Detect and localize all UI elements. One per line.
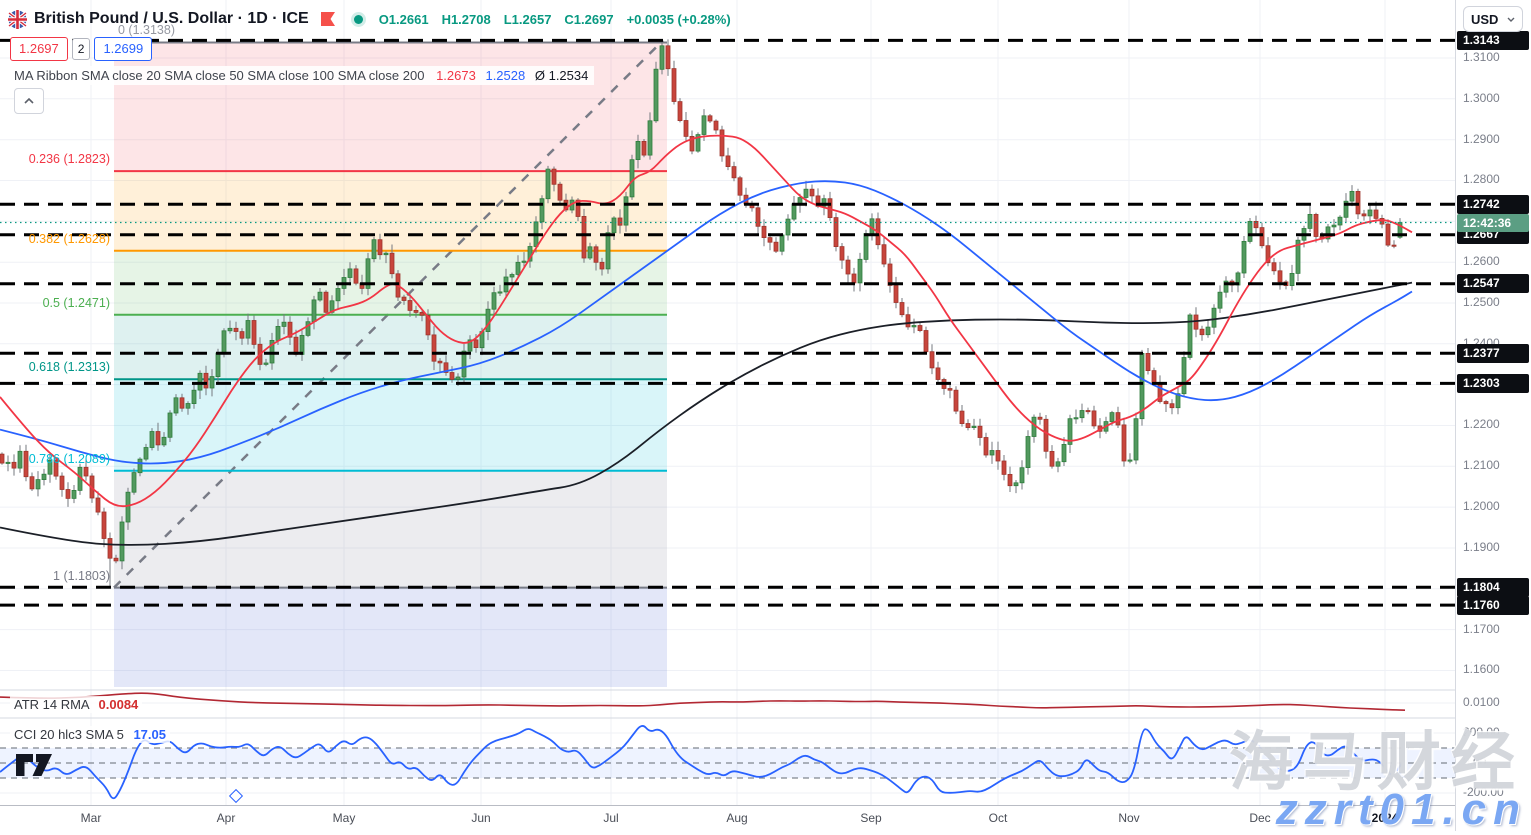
candles bbox=[0, 39, 1403, 588]
ohlc-low: L1.2657 bbox=[503, 11, 552, 27]
price-tick: 1.2900 bbox=[1463, 132, 1500, 146]
fib-label: 0 (1.3138) bbox=[118, 23, 175, 37]
sma-200-line[interactable] bbox=[0, 281, 1413, 546]
fib-band bbox=[114, 171, 667, 251]
axis-month-label: Jul bbox=[603, 811, 619, 825]
price-tick: 1.1900 bbox=[1463, 540, 1500, 554]
fib-band bbox=[114, 42, 667, 172]
fib-label: 0.382 (1.2628) bbox=[28, 232, 110, 246]
price-tag-blue[interactable]: 1.2699 bbox=[94, 37, 153, 61]
flag-bookmark-icon[interactable] bbox=[320, 12, 336, 26]
price-tick: 1.1600 bbox=[1463, 662, 1500, 676]
price-level-label: 1.2547 bbox=[1457, 274, 1529, 293]
atr-title: ATR 14 RMA bbox=[14, 697, 89, 712]
ohlc-close: C1.2697 bbox=[564, 11, 614, 27]
axis-month-label: Sep bbox=[860, 811, 882, 825]
fib-label: 0.236 (1.2823) bbox=[28, 152, 110, 166]
cci-tick: -200.00 bbox=[1463, 785, 1504, 799]
sma-50-line[interactable] bbox=[0, 180, 1413, 465]
currency-button[interactable]: USD bbox=[1463, 6, 1523, 32]
price-tick: 1.2600 bbox=[1463, 254, 1500, 268]
tradingview-logo-icon[interactable] bbox=[16, 752, 54, 783]
price-tick: 1.2500 bbox=[1463, 295, 1500, 309]
axis-month-label: Nov bbox=[1118, 811, 1140, 825]
axis-month-label: Oct bbox=[988, 811, 1008, 825]
cci-tick: 200.00 bbox=[1463, 725, 1500, 739]
price-tag-red[interactable]: 1.2697 bbox=[10, 37, 68, 61]
atr-tick: 0.0100 bbox=[1463, 695, 1500, 709]
bar-countdown-label: 12:42:36 bbox=[1457, 214, 1529, 232]
price-tick: 1.2800 bbox=[1463, 172, 1500, 186]
ma-ribbon-value-1: 1.2673 bbox=[436, 68, 476, 83]
price-scale[interactable]: USD 1.31001.30001.29001.28001.27001.2600… bbox=[1455, 0, 1531, 831]
time-axis[interactable]: Mar Apr May Jun Jul Aug Sep Oct Nov Dec 2024 bbox=[0, 805, 1531, 832]
price-tick: 1.3000 bbox=[1463, 91, 1500, 105]
currency-label: USD bbox=[1471, 11, 1499, 27]
price-tick: 1.2000 bbox=[1463, 499, 1500, 513]
fib-label: 0.5 (1.2471) bbox=[42, 296, 110, 310]
price-tick: 1.1700 bbox=[1463, 622, 1500, 636]
cci-tick: 0.00 bbox=[1463, 755, 1487, 769]
chevron-up-icon bbox=[24, 98, 34, 104]
price-tick: 1.2200 bbox=[1463, 417, 1500, 431]
cci-value: 17.05 bbox=[133, 727, 166, 742]
fib-band bbox=[114, 314, 667, 380]
cci-title: CCI 20 hlc3 SMA 5 bbox=[14, 727, 124, 742]
symbol-title[interactable]: British Pound / U.S. Dollar · 1D · ICE bbox=[34, 10, 309, 27]
axis-month-label: May bbox=[332, 811, 356, 825]
price-level-label: 1.2303 bbox=[1457, 374, 1529, 393]
price-tick: 1.3100 bbox=[1463, 50, 1500, 64]
fib-label: 0.618 (1.2313) bbox=[28, 360, 110, 374]
price-tick: 1.2100 bbox=[1463, 458, 1500, 472]
fib-band-extension bbox=[114, 587, 667, 687]
cci-line[interactable] bbox=[0, 725, 1405, 800]
axis-month-label: Dec bbox=[1249, 811, 1271, 825]
collapse-legend-button[interactable] bbox=[14, 88, 44, 114]
price-tag-count[interactable]: 2 bbox=[71, 38, 91, 60]
symbol-legend: British Pound / U.S. Dollar · 1D · ICE O… bbox=[8, 8, 731, 30]
ma-ribbon-value-2: 1.2528 bbox=[485, 68, 526, 83]
ma-ribbon-average: Ø 1.2534 bbox=[534, 68, 589, 83]
uk-flag-icon bbox=[8, 9, 27, 29]
trendline[interactable] bbox=[113, 39, 664, 589]
ma-ribbon-title: MA Ribbon SMA close 20 SMA close 50 SMA … bbox=[14, 68, 425, 83]
axis-month-label: Mar bbox=[80, 811, 102, 825]
ohlc-open: O1.2661 bbox=[378, 11, 429, 27]
axis-month-label: Jun bbox=[471, 811, 491, 825]
atr-value: 0.0084 bbox=[98, 697, 139, 712]
ohlc-change: +0.0035 (+0.28%) bbox=[626, 11, 731, 27]
axis-year-label: 2024 bbox=[1371, 811, 1399, 825]
axis-month-label: Aug bbox=[726, 811, 748, 825]
atr-line[interactable] bbox=[0, 692, 1406, 711]
cci-legend[interactable]: CCI 20 hlc3 SMA 5 17.05 bbox=[10, 726, 170, 743]
ma-ribbon-legend[interactable]: MA Ribbon SMA close 20 SMA close 50 SMA … bbox=[8, 66, 595, 85]
ohlc-high: H1.2708 bbox=[441, 11, 491, 27]
price-level-label: 1.1760 bbox=[1457, 596, 1529, 615]
fib-band bbox=[114, 470, 667, 588]
fib-label: 0.786 (1.2089) bbox=[28, 452, 110, 466]
price-level-label: 1.1804 bbox=[1457, 578, 1529, 597]
atr-legend[interactable]: ATR 14 RMA 0.0084 bbox=[10, 696, 143, 713]
market-status-icon bbox=[350, 11, 366, 27]
chevron-down-icon bbox=[1507, 17, 1515, 22]
sma-20-line[interactable] bbox=[0, 134, 1413, 508]
axis-month-label: Apr bbox=[216, 811, 236, 825]
price-level-label: 1.3143 bbox=[1457, 31, 1529, 50]
fib-label: 1 (1.1803) bbox=[53, 569, 110, 583]
price-level-label: 1.2742 bbox=[1457, 195, 1529, 214]
price-level-label: 1.2377 bbox=[1457, 344, 1529, 363]
price-alert-boxes: 1.2697 2 1.2699 bbox=[10, 37, 153, 61]
